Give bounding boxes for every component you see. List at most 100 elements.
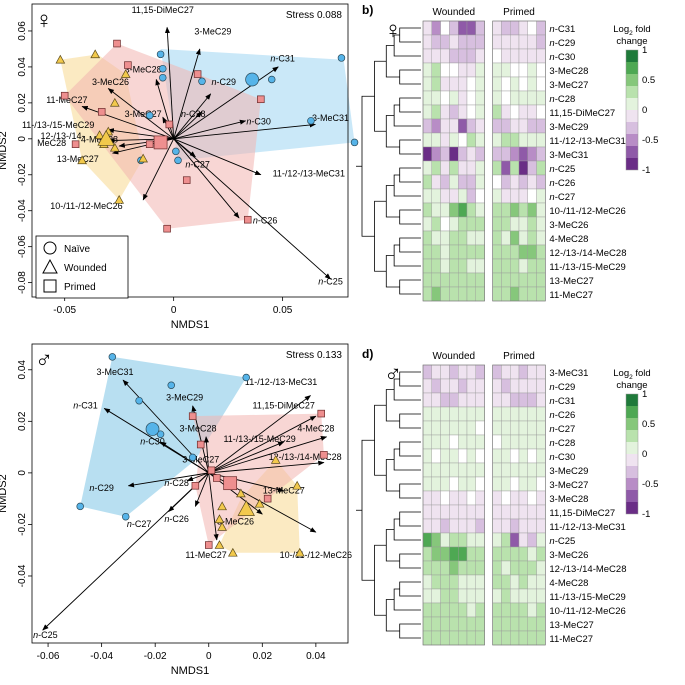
vector-label: 12-/13-/14-MeC28: [269, 452, 342, 462]
heatmap-cell: [527, 476, 537, 492]
panel-a-nmds-female: a)♀Stress 0.08811,15-DiMeC273-MeC29n-C31…: [0, 3, 359, 331]
point-naive: [350, 138, 359, 147]
heatmap-cell: [536, 286, 546, 302]
heatmap-cell: [449, 364, 459, 380]
vector-arrow: [173, 48, 201, 139]
row-label: 3-MeC31: [549, 150, 588, 161]
heatmap-cell: [501, 132, 511, 148]
heatmap-frame-primed: [492, 20, 546, 302]
vector-arrow: [208, 460, 325, 474]
heatmap-cell: [536, 560, 546, 576]
row-label: n-C31: [549, 396, 575, 407]
vector-label: n-C26: [164, 514, 189, 524]
row-label: 13-MeC27: [549, 620, 593, 631]
heatmap-cell: [449, 406, 459, 422]
heatmap-cell: [510, 146, 520, 162]
heatmap-cell: [536, 258, 546, 274]
heatmap-cell: [536, 364, 546, 380]
heatmap-cell: [431, 602, 441, 618]
vector-label: MeC28: [37, 138, 66, 148]
heatmap-cell: [527, 560, 537, 576]
colorbar-swatch: [626, 134, 638, 146]
colorbar-title-line2: change: [616, 380, 647, 391]
heatmap-cell: [501, 202, 511, 218]
heatmap-cell: [466, 216, 477, 232]
heatmap-cell: [518, 202, 529, 218]
x-tick-label: -0.02: [144, 651, 167, 662]
heatmap-cell: [449, 118, 459, 134]
point-wounded: [254, 498, 265, 508]
heatmap-cell: [536, 202, 546, 218]
heatmap-cell: [422, 378, 433, 394]
heatmap-cell: [518, 286, 529, 302]
heatmap-cell: [458, 588, 468, 604]
heatmap-cell: [492, 62, 502, 78]
vector-label: 3-MeC28: [125, 64, 162, 74]
colorbar-tick-label: 0: [642, 449, 647, 460]
heatmap-cell: [466, 146, 477, 162]
dendrogram-branch: [361, 95, 375, 237]
dendrogram-branch: [399, 279, 421, 295]
vector-label: 11-/12-/13-MeC31: [245, 377, 317, 387]
heatmap-cell: [527, 146, 537, 162]
heatmap-cell: [431, 518, 441, 534]
heatmap-cell: [492, 34, 502, 50]
heatmap-cell: [440, 118, 450, 134]
heatmap-cell: [422, 588, 433, 604]
row-label: 4-MeC28: [549, 578, 588, 589]
dendrogram-branch: [399, 623, 421, 639]
heatmap-cell: [527, 160, 537, 176]
dendrogram-branch: [399, 553, 421, 569]
heatmap-cell: [449, 532, 459, 548]
vector-arrow: [173, 138, 332, 280]
vector-label: 3-MeC29: [194, 27, 231, 37]
heatmap-cell: [527, 76, 537, 92]
x-tick-label: -0.05: [53, 305, 76, 316]
heatmap-cell: [510, 364, 520, 380]
heatmap-cell: [449, 448, 459, 464]
heatmap-cell: [422, 216, 433, 232]
colorbar-swatch: [626, 158, 638, 170]
heatmap-cell: [527, 188, 537, 204]
heatmap-cell: [440, 34, 450, 50]
heatmap-cell: [466, 560, 477, 576]
x-tick-label: 0: [206, 651, 212, 662]
heatmap-cell: [431, 230, 441, 246]
row-label: 13-MeC27: [549, 276, 593, 287]
heatmap-cell: [466, 462, 477, 478]
heatmap-cell: [422, 230, 433, 246]
vector-arrow: [208, 415, 317, 474]
heatmap-cell: [518, 174, 529, 190]
heatmap-cell: [536, 546, 546, 562]
heatmap-cell: [518, 616, 529, 632]
heatmap-cell: [492, 392, 502, 408]
heatmap-cell: [431, 20, 441, 36]
dendrogram-branch: [393, 378, 421, 401]
heatmap-cell: [510, 174, 520, 190]
heatmap-cell: [458, 90, 468, 106]
colorbar-swatch: [626, 74, 638, 86]
heatmap-cell: [492, 630, 502, 646]
row-label: n-C29: [549, 382, 575, 393]
heatmap-cell: [431, 244, 441, 260]
vector-arrow: [173, 138, 262, 176]
heatmap-cell: [492, 286, 502, 302]
heatmap-cell: [422, 462, 433, 478]
heatmap-cell: [449, 504, 459, 520]
heatmap-cell: [501, 48, 511, 64]
heatmap-cell: [466, 630, 477, 646]
heatmap-cell: [475, 588, 485, 604]
vector-arrow: [194, 472, 210, 507]
heatmap-cell: [431, 90, 441, 106]
heatmap-cell: [431, 490, 441, 506]
point-wounded: [236, 488, 246, 498]
heatmap-cell: [422, 616, 433, 632]
colorbar-swatch: [626, 122, 638, 134]
centroid-wounded: [97, 129, 115, 146]
colorbar-title-line2: change: [616, 36, 647, 47]
x-tick-label: 0: [171, 305, 177, 316]
heatmap-cell: [510, 546, 520, 562]
heatmap-cell: [431, 462, 441, 478]
heatmap-cell: [449, 616, 459, 632]
heatmap-cell: [527, 448, 537, 464]
